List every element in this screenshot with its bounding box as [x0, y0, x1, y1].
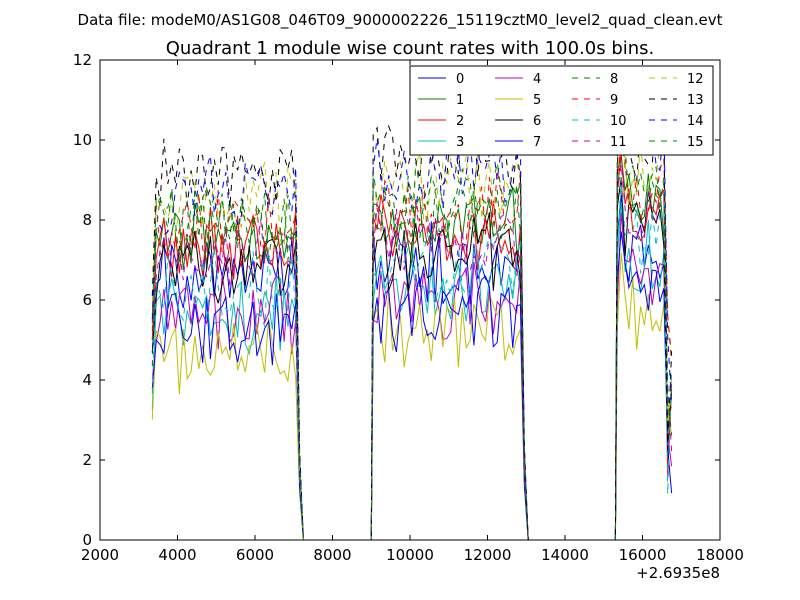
x-tick-label: 18000	[696, 546, 744, 564]
legend-label: 12	[687, 72, 704, 87]
series-layer	[151, 82, 673, 540]
legend-label: 7	[533, 135, 541, 150]
legend-label: 1	[456, 93, 464, 108]
legend-label: 2	[456, 114, 464, 129]
series-line-7	[151, 231, 673, 540]
legend-label: 6	[533, 114, 541, 129]
data-file-suptitle: Data file: modeM0/AS1G08_046T09_90000022…	[78, 11, 723, 30]
x-tick-label: 14000	[541, 546, 589, 564]
y-tick-label: 12	[73, 51, 92, 69]
x-tick-label: 12000	[464, 546, 512, 564]
series-line-13	[151, 82, 673, 540]
series-line-1	[151, 155, 673, 540]
chart-title: Quadrant 1 module wise count rates with …	[166, 38, 655, 59]
x-offset-label: +2.6935e8	[636, 564, 720, 582]
series-line-11	[151, 164, 673, 540]
legend-label: 11	[610, 135, 627, 150]
series-line-10	[151, 177, 673, 540]
legend-label: 14	[687, 114, 704, 129]
y-tick-label: 10	[73, 131, 92, 149]
x-tick-label: 10000	[386, 546, 434, 564]
series-line-12	[151, 110, 673, 540]
x-tick-label: 2000	[81, 546, 119, 564]
y-tick-label: 0	[82, 531, 92, 549]
legend-label: 15	[687, 135, 704, 150]
legend-label: 3	[456, 135, 464, 150]
series-line-5	[151, 252, 673, 540]
y-tick-label: 6	[82, 291, 92, 309]
x-tick-label: 16000	[619, 546, 667, 564]
legend-label: 8	[610, 72, 618, 87]
y-tick-label: 4	[82, 371, 92, 389]
y-tick-label: 8	[82, 211, 92, 229]
x-tick-label: 4000	[158, 546, 196, 564]
legend-box	[409, 65, 714, 156]
series-line-15	[151, 121, 673, 540]
y-tick-label: 2	[82, 451, 92, 469]
legend-label: 0	[456, 72, 464, 87]
x-tick-label: 8000	[313, 546, 351, 564]
legend-label: 13	[687, 93, 704, 108]
legend-label: 5	[533, 93, 541, 108]
series-line-6	[151, 177, 673, 540]
legend-label: 10	[610, 114, 627, 129]
x-axis: 2000 4000 6000 8000 10000 12000 14000 16000 1800…	[81, 60, 744, 564]
legend-label: 4	[533, 72, 541, 87]
series-line-14	[151, 94, 673, 540]
series-line-4	[151, 212, 673, 540]
legend-label: 9	[610, 93, 618, 108]
x-tick-label: 6000	[236, 546, 274, 564]
